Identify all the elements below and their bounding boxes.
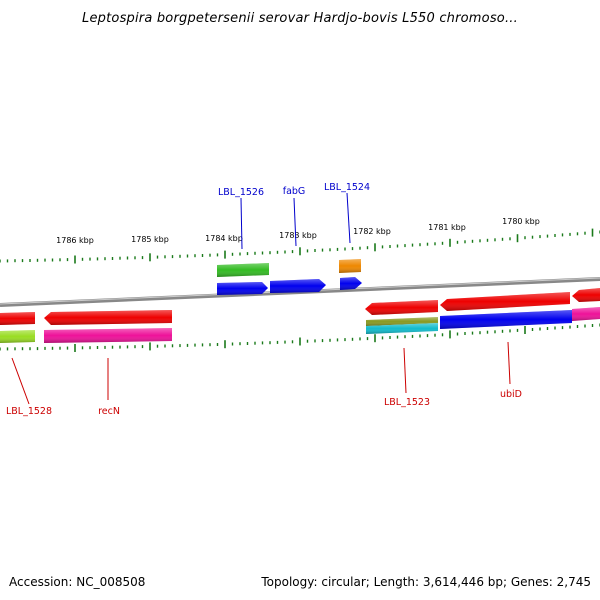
gene-features-top	[217, 259, 362, 295]
gene-label-fabg[interactable]: fabG	[283, 186, 306, 197]
scale-label-1785: 1785 kbp	[131, 235, 169, 244]
scale-label-1786: 1786 kbp	[56, 236, 94, 245]
gene-labels-top: LBL_1526 fabG LBL_1524	[218, 182, 370, 250]
gene-label-lbl-1528[interactable]: LBL_1528	[6, 406, 52, 417]
gene-features-bottom	[0, 288, 600, 343]
scale-label-1784: 1784 kbp	[205, 234, 243, 243]
scale-label-1782: 1782 kbp	[353, 227, 391, 236]
gene-label-lbl-1526[interactable]: LBL_1526	[218, 187, 264, 198]
scale-ticks-inner	[0, 323, 600, 352]
scale-label-1781: 1781 kbp	[428, 223, 466, 232]
gene-label-lbl-1524[interactable]: LBL_1524	[324, 182, 370, 193]
scale-label-1783: 1783 kbp	[279, 231, 317, 240]
gene-labels-bottom: LBL_1528 recN LBL_1523 ubiD	[6, 341, 522, 417]
gene-label-ubid[interactable]: ubiD	[500, 389, 522, 400]
accession-text: Accession: NC_008508	[9, 575, 146, 589]
topology-text: Topology: circular; Length: 3,614,446 bp…	[261, 575, 591, 589]
gene-label-lbl-1523[interactable]: LBL_1523	[384, 397, 430, 408]
map-title: Leptospira borgpetersenii serovar Hardjo…	[82, 11, 518, 26]
scale-labels: 1786 kbp 1785 kbp 1784 kbp 1783 kbp 1782…	[56, 217, 540, 245]
gene-label-recn[interactable]: recN	[98, 406, 120, 417]
scale-label-1780: 1780 kbp	[502, 217, 540, 226]
scale-ticks-outer	[0, 228, 600, 264]
